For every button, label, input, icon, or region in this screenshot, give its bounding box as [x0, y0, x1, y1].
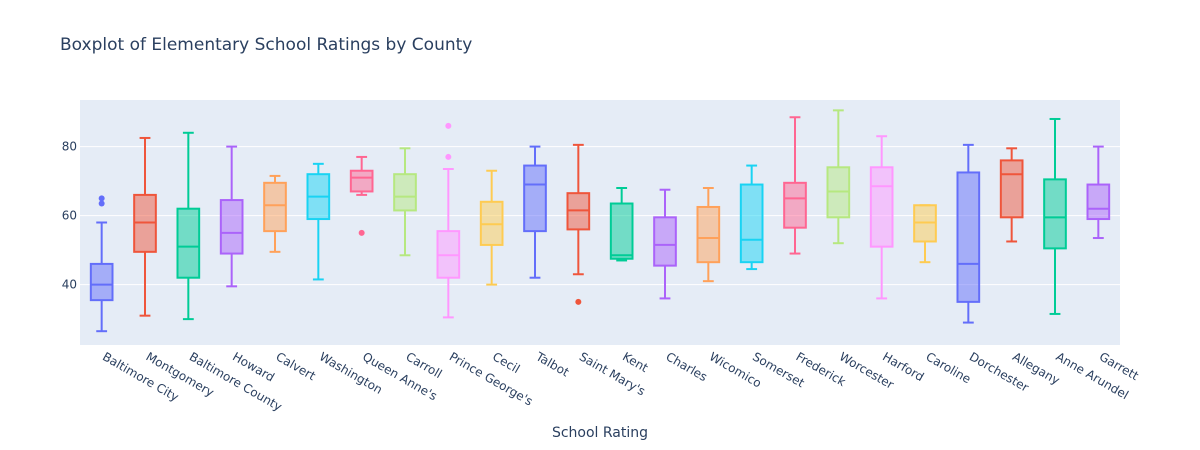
outlier-point — [358, 229, 365, 236]
box-kent — [609, 186, 634, 262]
outlier-point — [98, 195, 105, 202]
box-iqr — [263, 181, 287, 233]
outlier-point — [575, 298, 582, 305]
box-washington — [306, 162, 331, 281]
box-iqr — [176, 207, 201, 279]
outlier-point — [445, 122, 452, 129]
box-iqr — [609, 202, 634, 260]
box-iqr — [1086, 183, 1111, 221]
box-saint-mary-s — [566, 143, 591, 305]
box-iqr — [219, 199, 244, 255]
y-tick-label: 40 — [62, 278, 77, 292]
box-cecil — [479, 169, 504, 286]
x-tick-label: Caroline — [924, 349, 974, 386]
box-baltimore-county — [176, 131, 201, 321]
box-allegany — [999, 147, 1024, 243]
box-iqr — [739, 183, 764, 264]
box-calvert — [263, 174, 287, 253]
box-prince-george-s — [436, 122, 461, 319]
box-queen-anne-s — [349, 155, 374, 236]
box-iqr — [89, 262, 114, 302]
box-caroline — [913, 204, 937, 264]
chart-title: Boxplot of Elementary School Ratings by … — [60, 35, 472, 55]
x-tick-label: Talbot — [533, 349, 572, 380]
box-somerset — [739, 164, 764, 271]
box-worcester — [826, 109, 851, 245]
outlier-point — [98, 200, 105, 207]
box-wicomico — [696, 186, 721, 283]
box-anne-arundel — [1043, 117, 1067, 315]
y-tick-label: 80 — [62, 140, 77, 154]
x-tick-label: Calvert — [274, 349, 319, 383]
box-iqr — [869, 166, 894, 248]
y-tick-label: 60 — [62, 209, 77, 223]
gridlines — [80, 146, 1120, 286]
box-frederick — [783, 116, 807, 255]
x-tick-label: Kent — [620, 349, 651, 375]
box-iqr — [783, 181, 807, 229]
outlier-point — [445, 153, 452, 160]
box-iqr — [653, 216, 677, 267]
box-garrett — [1086, 145, 1111, 240]
box-iqr — [956, 171, 981, 303]
box-iqr — [696, 205, 721, 264]
box-charles — [653, 188, 677, 300]
x-tick-label: Charles — [664, 349, 710, 384]
box-iqr — [999, 159, 1024, 219]
box-iqr — [523, 164, 547, 233]
box-talbot — [523, 145, 547, 279]
box-dorchester — [956, 143, 981, 324]
x-axis-title: School Rating — [552, 425, 648, 441]
box-baltimore-city — [89, 195, 114, 333]
box-series — [89, 109, 1111, 333]
plot-area — [80, 100, 1120, 345]
box-montgomery — [133, 136, 157, 317]
box-carroll — [393, 147, 417, 257]
box-iqr — [393, 173, 417, 212]
box-howard — [219, 145, 244, 288]
box-harford — [869, 135, 894, 300]
y-axis-ticks: 40 60 80 — [62, 140, 77, 292]
box-iqr — [349, 169, 374, 193]
x-tick-label: Baltimore City — [100, 349, 181, 404]
box-iqr — [1043, 178, 1067, 250]
